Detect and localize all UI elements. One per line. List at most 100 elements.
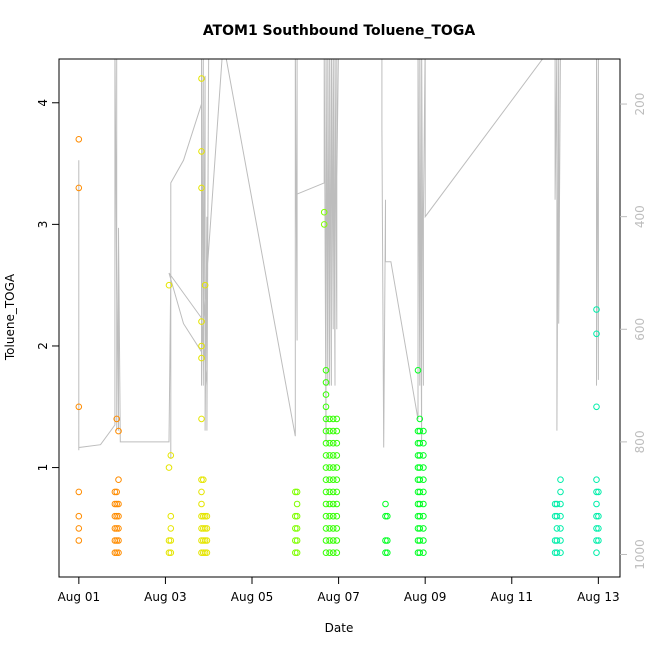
data-point (165, 549, 173, 557)
data-point (557, 549, 564, 557)
data-point (326, 427, 333, 435)
data-point (198, 75, 205, 82)
data-point (416, 512, 424, 520)
data-point (322, 452, 330, 459)
data-point (115, 537, 122, 544)
data-point (333, 537, 341, 544)
y-tick-label: 1 (36, 464, 50, 472)
data-point (115, 512, 122, 520)
data-point (326, 488, 333, 496)
data-point (111, 537, 119, 544)
data-point (326, 439, 333, 447)
data-point (329, 549, 337, 557)
data-point (203, 512, 211, 520)
data-point (198, 354, 205, 362)
data-point (595, 525, 602, 532)
data-point (113, 415, 120, 423)
data-point (420, 537, 427, 544)
data-point (198, 476, 205, 484)
data-point (292, 549, 299, 557)
data-point (420, 500, 427, 508)
data-point (203, 549, 211, 557)
x-tick-label: Aug 03 (144, 590, 187, 604)
data-point (593, 306, 600, 313)
data-point (333, 427, 341, 435)
data-point (326, 476, 333, 484)
data-point (198, 488, 205, 496)
x-tick-label: Aug 13 (577, 590, 620, 604)
data-point (75, 184, 83, 192)
data-point (329, 476, 337, 484)
data-point (113, 549, 120, 557)
data-point (111, 488, 119, 496)
data-point (553, 549, 561, 557)
data-point (333, 452, 341, 459)
data-point (203, 525, 211, 532)
data-point (557, 476, 564, 484)
x-tick-label: Aug 09 (404, 590, 447, 604)
data-point (293, 512, 301, 520)
data-point (75, 488, 83, 496)
data-point (329, 464, 337, 471)
data-point (165, 537, 173, 544)
data-point (420, 549, 427, 557)
data-point (292, 537, 299, 544)
data-point (329, 439, 337, 447)
data-point (593, 403, 600, 411)
data-point (329, 512, 337, 520)
data-point (115, 476, 122, 484)
data-point (384, 537, 391, 544)
data-point (322, 367, 330, 374)
data-point (167, 549, 175, 557)
data-point (75, 136, 83, 143)
data-point (293, 549, 301, 557)
data-point (416, 525, 424, 532)
y2-tick-label: 800 (633, 430, 647, 453)
data-point (111, 500, 119, 508)
data-point (557, 500, 564, 508)
data-point (326, 415, 333, 423)
data-point (416, 415, 424, 423)
data-point (557, 537, 564, 544)
data-point (420, 427, 427, 435)
data-point (322, 537, 330, 544)
data-point (557, 512, 564, 520)
data-point (595, 488, 602, 496)
data-point (75, 403, 83, 411)
data-point (201, 549, 209, 557)
data-point (326, 525, 333, 532)
data-point (420, 525, 427, 532)
data-point (557, 488, 564, 496)
data-point (553, 500, 561, 508)
data-point (200, 476, 207, 484)
data-point (200, 512, 207, 520)
data-point (326, 537, 333, 544)
data-point (593, 500, 600, 508)
data-point (593, 476, 600, 484)
data-point (420, 512, 427, 520)
data-point (593, 330, 600, 338)
data-point (322, 512, 330, 520)
data-point (201, 525, 209, 532)
data-point (203, 537, 211, 544)
data-point (322, 439, 330, 447)
data-point (115, 500, 122, 508)
x-tick-label: Aug 05 (231, 590, 274, 604)
secondary-series-line (78, 59, 599, 459)
data-point (293, 525, 301, 532)
data-point (416, 500, 424, 508)
data-point (113, 525, 120, 532)
data-point (198, 342, 205, 350)
data-point (384, 512, 391, 520)
data-point (382, 500, 389, 508)
data-point (293, 488, 301, 496)
data-point (326, 512, 333, 520)
plot-area: Aug 01 Aug 03 Aug 05 Aug 07 Aug 09 Aug 11 Aug … (36, 58, 647, 604)
y-axis-label: Toluene_TOGA (3, 273, 17, 361)
data-point (200, 549, 207, 557)
data-point (333, 464, 341, 471)
data-point (115, 427, 122, 435)
data-point (320, 221, 328, 228)
data-point (165, 464, 173, 471)
